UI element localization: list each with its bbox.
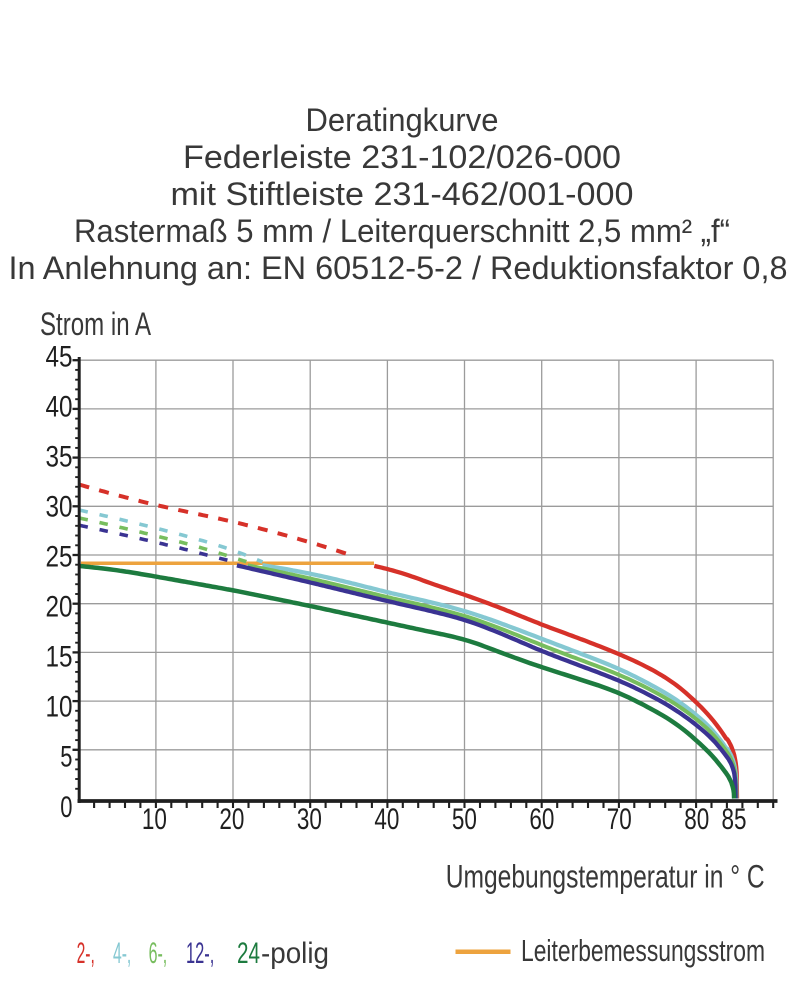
svg-text:10: 10 (142, 802, 167, 836)
svg-text:30: 30 (297, 802, 322, 836)
svg-text:35: 35 (45, 439, 72, 473)
svg-text:6-,: 6-, (149, 937, 168, 971)
svg-text:20: 20 (219, 802, 244, 836)
svg-text:45: 45 (45, 339, 72, 373)
svg-text:Deratingkurve: Deratingkurve (306, 102, 499, 138)
svg-text:4-,: 4-, (113, 937, 131, 971)
svg-text:70: 70 (607, 802, 632, 836)
svg-text:In Anlehnung an: EN 60512-5-2: In Anlehnung an: EN 60512-5-2 / Reduktio… (9, 250, 788, 286)
svg-text:30: 30 (45, 489, 72, 523)
svg-text:40: 40 (45, 389, 72, 423)
svg-text:85: 85 (721, 802, 746, 836)
svg-text:12-,: 12-, (186, 937, 214, 970)
svg-text:2-,: 2-, (77, 937, 95, 971)
svg-text:-polig: -polig (261, 937, 329, 970)
svg-text:15: 15 (45, 639, 72, 673)
svg-text:Umgebungstemperatur in ° C: Umgebungstemperatur in ° C (446, 859, 765, 895)
svg-text:24: 24 (237, 937, 260, 970)
svg-text:40: 40 (374, 802, 399, 836)
svg-text:50: 50 (452, 802, 477, 836)
svg-text:5: 5 (60, 739, 72, 773)
svg-text:Leiterbemessungsstrom: Leiterbemessungsstrom (521, 933, 765, 968)
svg-text:mit Stiftleiste 231-462/001-00: mit Stiftleiste 231-462/001-000 (171, 176, 634, 212)
svg-text:25: 25 (45, 539, 72, 573)
svg-text:20: 20 (45, 589, 72, 623)
svg-text:0: 0 (60, 789, 72, 823)
svg-text:10: 10 (45, 689, 72, 723)
svg-text:80: 80 (684, 802, 709, 836)
svg-text:Rastermaß 5 mm / Leiterquersch: Rastermaß 5 mm / Leiterquerschnitt 2,5 m… (74, 213, 730, 249)
svg-text:60: 60 (529, 802, 554, 836)
svg-text:Strom in A: Strom in A (40, 306, 151, 342)
svg-text:Federleiste 231-102/026-000: Federleiste 231-102/026-000 (183, 139, 621, 175)
